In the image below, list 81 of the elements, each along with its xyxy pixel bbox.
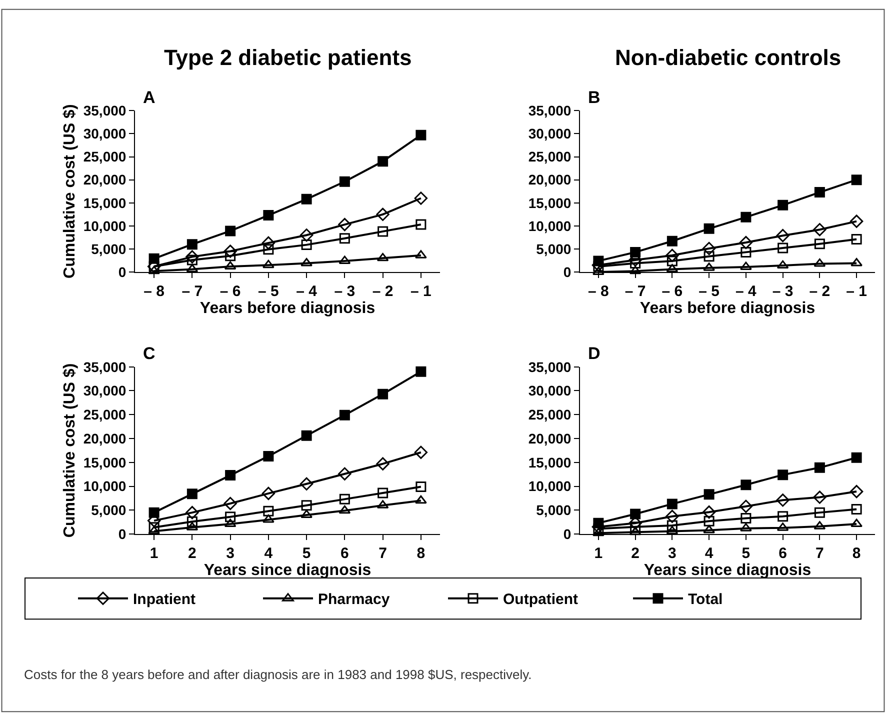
legend-label: Inpatient	[133, 591, 196, 608]
legend-label: Pharmacy	[318, 591, 390, 608]
y-tick-label: 0	[563, 526, 572, 542]
x-tick-label: 8	[416, 545, 426, 562]
text: Costs for the 8 years before and after diagnosis are in 1983 and 1998 $US, respectively.	[24, 667, 532, 682]
x-axis-title: Years since diagnosis	[204, 562, 372, 580]
x-tick-label: – 2	[372, 283, 394, 300]
y-tick-label: 30,000	[83, 382, 126, 399]
y-tick-label: 0	[118, 526, 126, 542]
x-axis-title: Years since diagnosis	[644, 562, 812, 580]
y-tick-label: 5,000	[91, 502, 126, 518]
y-tick-label: 0	[118, 264, 126, 280]
x-tick-label: 5	[742, 545, 750, 562]
y-tick-label: 30,000	[528, 126, 572, 142]
x-tick-label: – 2	[809, 283, 830, 300]
x-tick-label: 4	[264, 545, 274, 562]
text: D	[588, 344, 600, 363]
y-tick-label: 20,000	[83, 172, 126, 188]
text: B	[588, 88, 600, 107]
x-tick-label: – 3	[772, 283, 794, 300]
x-axis-title: Years before diagnosis	[640, 300, 816, 318]
y-tick-label: 35,000	[83, 358, 126, 375]
x-tick-label: – 1	[846, 283, 867, 300]
x-tick-label: 2	[188, 545, 196, 562]
y-tick-label: 20,000	[83, 430, 126, 446]
x-tick-label: 5	[302, 545, 311, 562]
x-tick-label: 7	[816, 545, 824, 562]
x-tick-label: – 3	[334, 283, 356, 300]
y-tick-label: 0	[563, 264, 572, 280]
x-tick-label: 3	[668, 545, 676, 562]
x-tick-label: – 5	[698, 283, 720, 300]
chart-title: Type 2 diabetic patients	[164, 45, 412, 70]
x-tick-label: 1	[594, 545, 603, 562]
x-tick-label: – 7	[624, 283, 646, 300]
y-tick-label: 25,000	[528, 148, 572, 165]
x-tick-label: – 4	[736, 283, 758, 300]
y-tick-label: 15,000	[528, 454, 572, 470]
y-tick-label: 35,000	[528, 102, 572, 119]
x-tick-label: 8	[852, 545, 861, 562]
y-tick-label: 25,000	[83, 148, 126, 165]
x-tick-label: – 7	[182, 283, 203, 300]
y-axis-title: Cumulative cost (US $)	[61, 363, 78, 538]
x-tick-label: 7	[378, 545, 387, 562]
y-tick-label: 10,000	[83, 218, 126, 234]
x-tick-label: – 8	[144, 283, 164, 300]
text: C	[143, 344, 156, 363]
y-tick-label: 30,000	[528, 382, 572, 399]
x-tick-label: 2	[631, 545, 640, 562]
y-tick-label: 20,000	[528, 430, 572, 446]
x-tick-label: – 8	[588, 283, 609, 300]
y-tick-label: 35,000	[83, 102, 126, 119]
x-tick-label: 1	[150, 545, 158, 562]
y-tick-label: 10,000	[528, 478, 572, 494]
y-tick-label: 15,000	[528, 194, 572, 211]
x-tick-label: 3	[226, 545, 234, 562]
legend-label: Total	[688, 591, 723, 608]
x-tick-label: 6	[778, 545, 787, 562]
y-tick-label: 15,000	[83, 454, 126, 470]
y-tick-label: 25,000	[528, 406, 572, 423]
x-tick-label: – 6	[662, 283, 683, 300]
y-tick-label: 30,000	[83, 126, 126, 142]
y-tick-label: 25,000	[83, 406, 126, 423]
chart-title: Non-diabetic controls	[615, 45, 842, 70]
y-tick-label: 10,000	[83, 478, 126, 494]
y-tick-label: 5,000	[536, 502, 572, 518]
x-tick-label: – 5	[258, 283, 279, 300]
y-tick-label: 35,000	[528, 358, 572, 375]
y-tick-label: 15,000	[83, 194, 126, 211]
y-tick-label: 5,000	[91, 240, 126, 257]
x-axis-title: Years before diagnosis	[200, 300, 376, 318]
x-tick-label: 6	[340, 545, 349, 562]
x-tick-label: – 1	[410, 283, 432, 300]
y-tick-label: 10,000	[528, 218, 572, 234]
y-tick-label: 5,000	[536, 240, 572, 257]
x-tick-label: – 4	[296, 283, 318, 300]
text: A	[143, 88, 156, 107]
legend-label: Outpatient	[503, 591, 578, 608]
x-tick-label: – 6	[220, 283, 241, 300]
y-axis-title: Cumulative cost (US $)	[61, 104, 78, 278]
x-tick-label: 4	[704, 545, 714, 562]
y-tick-label: 20,000	[528, 172, 572, 188]
